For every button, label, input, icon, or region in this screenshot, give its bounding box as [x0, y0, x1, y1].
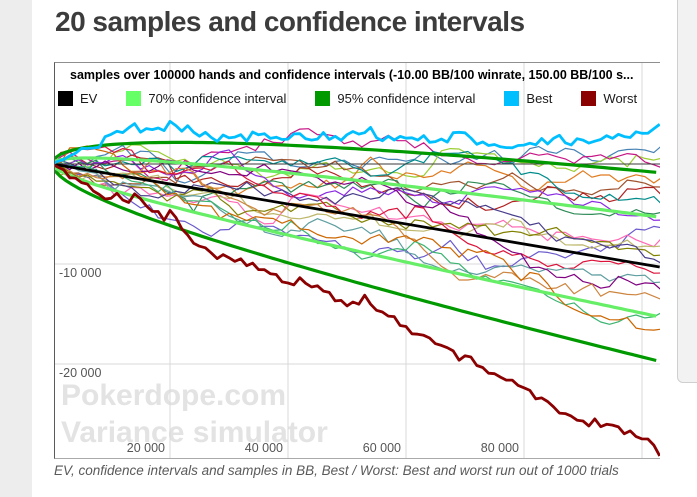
- worst-line: [55, 163, 660, 457]
- best-line: [55, 120, 660, 165]
- ci70-lower-line: [55, 166, 657, 318]
- sample-line: [55, 156, 660, 196]
- x-axis-tick-label: 80 000: [480, 441, 519, 455]
- legend-item-ev: EV: [58, 91, 97, 106]
- sample-line: [55, 163, 660, 249]
- chart-legend: EV 70% confidence interval 95% confidence …: [58, 91, 660, 106]
- chart-subtitle: samples over 100000 hands and confidence…: [70, 68, 634, 82]
- watermark-line2: Variance simulator: [61, 416, 328, 449]
- sample-line: [55, 156, 660, 196]
- watermark-line1: Pokerdope.com: [61, 379, 287, 412]
- sample-line: [55, 164, 660, 257]
- page-left-margin: [0, 0, 32, 497]
- chart-caption: EV, confidence intervals and samples in …: [54, 463, 619, 478]
- legend-label: 70% confidence interval: [148, 91, 287, 106]
- legend-swatch-icon: [58, 91, 73, 106]
- legend-swatch-icon: [581, 91, 597, 106]
- variance-chart: Pokerdope.com Variance simulator samples…: [54, 62, 660, 459]
- y-axis-tick-label: -20 000: [59, 366, 102, 380]
- page-title: 20 samples and confidence intervals: [55, 6, 525, 37]
- scrollbar-track[interactable]: [677, 0, 697, 383]
- legend-swatch-icon: [504, 91, 520, 106]
- ci95-upper-line: [55, 140, 657, 174]
- legend-label: EV: [80, 91, 98, 106]
- legend-item-best: Best: [504, 91, 552, 106]
- legend-swatch-icon: [315, 91, 331, 106]
- sample-line: [55, 144, 660, 179]
- sample-line: [55, 159, 660, 284]
- y-axis-tick-label: -10 000: [59, 266, 102, 280]
- legend-item-70-confidence-interval: 70% confidence interval: [126, 91, 286, 106]
- legend-label: Best: [526, 91, 553, 106]
- legend-item-worst: Worst: [581, 91, 637, 106]
- x-axis-tick-label: 20 000: [126, 441, 165, 455]
- legend-item-95-confidence-interval: 95% confidence interval: [315, 91, 475, 106]
- ev-line: [55, 163, 660, 269]
- x-axis-tick-label: 60 000: [362, 441, 401, 455]
- chart-plot-area[interactable]: [55, 63, 660, 459]
- legend-label: 95% confidence interval: [337, 91, 476, 106]
- x-axis-tick-label: 40 000: [244, 441, 283, 455]
- sample-line: [55, 160, 660, 264]
- sample-line: [55, 144, 660, 184]
- ci70-upper-line: [55, 156, 657, 219]
- sample-line: [55, 150, 660, 204]
- ci95-lower-line: [55, 169, 657, 363]
- sample-line: [55, 164, 660, 325]
- legend-label: Worst: [603, 91, 638, 106]
- watermark: Pokerdope.com Variance simulator: [61, 377, 328, 451]
- legend-swatch-icon: [126, 91, 142, 106]
